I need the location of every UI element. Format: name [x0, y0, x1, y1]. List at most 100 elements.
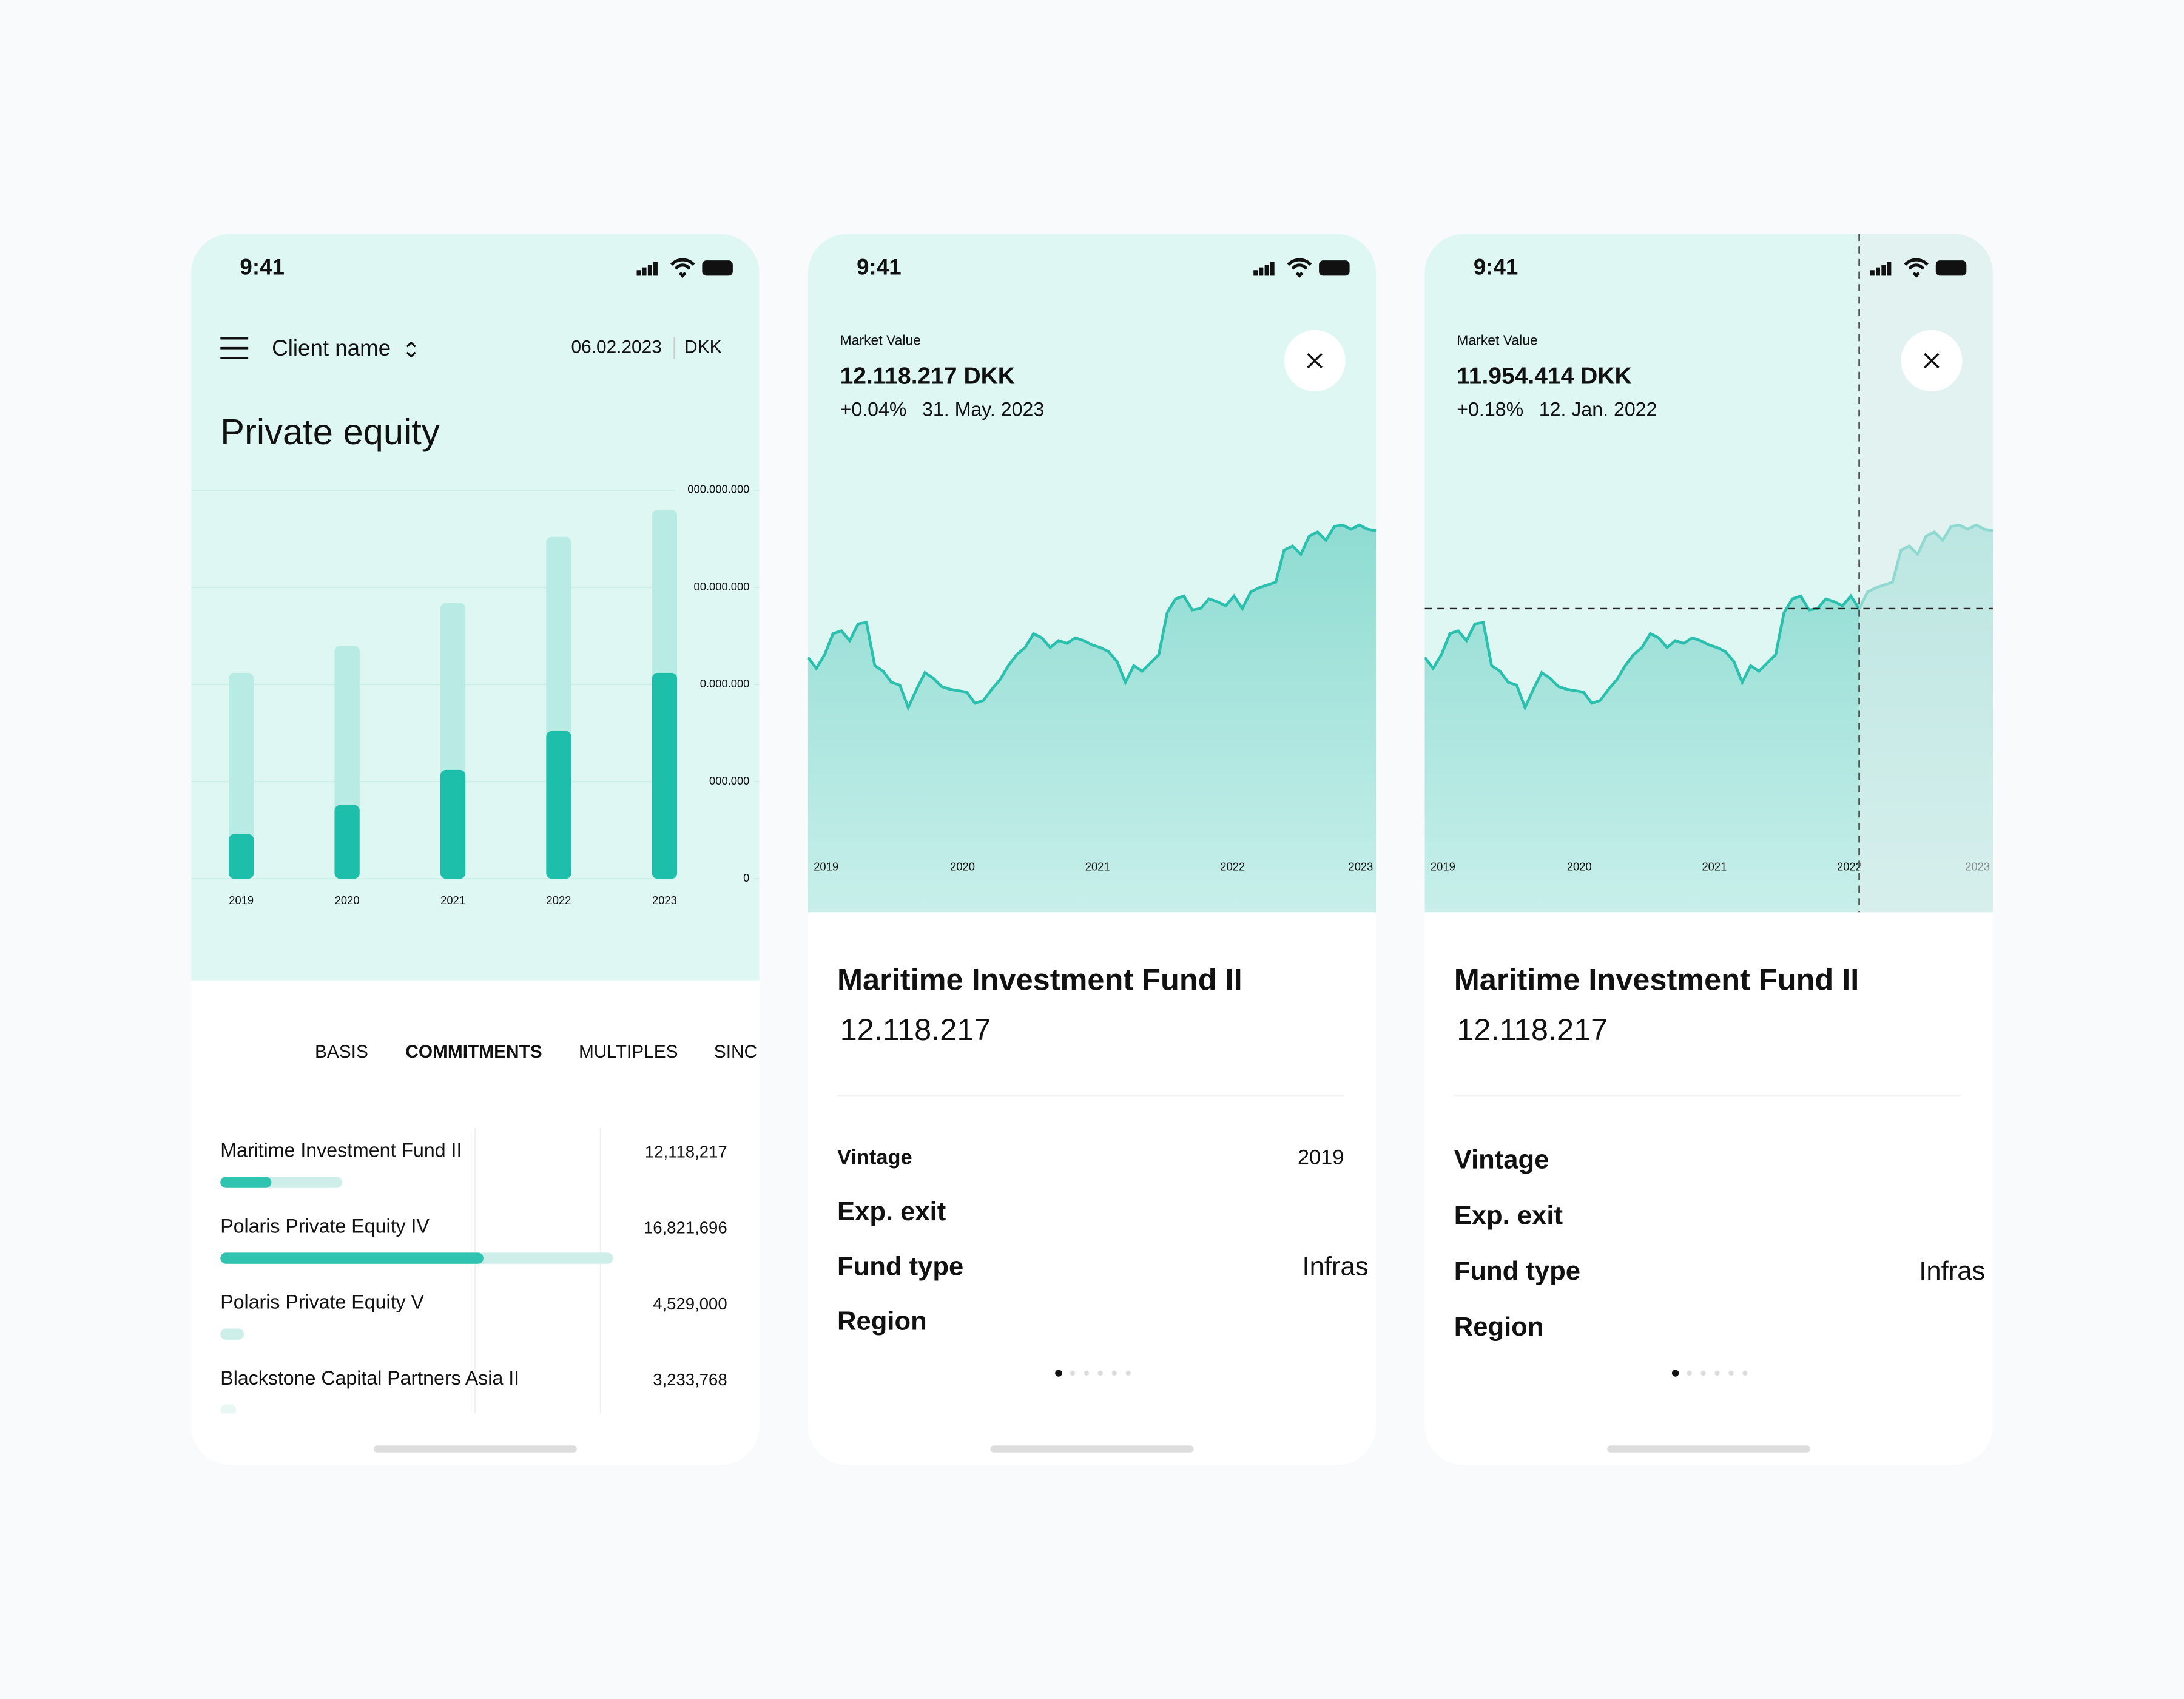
- commitment-paid: [220, 1252, 484, 1264]
- x-tick-label: 2022: [1220, 860, 1245, 873]
- fund-name[interactable]: Blackstone Capital Partners Asia II: [220, 1367, 519, 1389]
- y-tick-label: 000.000: [709, 774, 749, 787]
- battery-icon: [1935, 260, 1967, 276]
- signal-bar: [642, 267, 647, 276]
- fund-name[interactable]: Maritime Investment Fund II: [220, 1140, 462, 1161]
- bar: [546, 731, 571, 879]
- page-title: Private equity: [220, 411, 440, 452]
- page-dot: [1055, 1370, 1062, 1377]
- page-dot: [1111, 1370, 1117, 1376]
- detail-label: Exp. exit: [1454, 1201, 1563, 1230]
- market-value: 11.954.414 DKK: [1457, 363, 1631, 389]
- detail-value: Infras: [1303, 1252, 1369, 1281]
- status-time: 9:41: [1474, 255, 1518, 280]
- change: +0.18%: [1457, 399, 1523, 421]
- signal-bar: [1881, 265, 1886, 276]
- home-indicator: [990, 1445, 1194, 1453]
- x-tick-label: 2020: [335, 894, 360, 907]
- detail-label: Fund type: [1454, 1257, 1580, 1286]
- page-dot: [1728, 1370, 1734, 1376]
- detail-label: Vintage: [837, 1146, 912, 1169]
- detail-label: Exp. exit: [837, 1197, 946, 1226]
- x-tick-label: 2019: [1431, 860, 1455, 873]
- date: 06.02.2023: [571, 337, 662, 357]
- page-dot: [1084, 1370, 1089, 1376]
- fund-name[interactable]: Polaris Private Equity IV: [220, 1215, 430, 1237]
- signal-bar: [636, 270, 641, 276]
- close-icon: [1307, 353, 1323, 369]
- y-tick-label: 0.000.000: [700, 677, 750, 690]
- value-label: Market Value: [840, 332, 921, 348]
- chevron: [406, 341, 416, 358]
- wifi-icon: [670, 258, 695, 278]
- signal-bar: [1253, 270, 1258, 276]
- value-label: Market Value: [1457, 332, 1537, 348]
- tab[interactable]: BASIS: [315, 1042, 368, 1062]
- signal-bar: [1870, 270, 1875, 276]
- detail-label: Region: [837, 1307, 927, 1336]
- battery-icon: [702, 260, 733, 276]
- commitment-track: [220, 1404, 237, 1416]
- fund-value: 4,529,000: [653, 1294, 727, 1313]
- page-dot: [1742, 1370, 1748, 1376]
- currency: DKK: [684, 337, 721, 357]
- x-tick-label: 2021: [1085, 860, 1110, 873]
- x-tick-label: 2021: [1702, 860, 1727, 873]
- fund-value: 12,118,217: [645, 1143, 727, 1161]
- value-date: 12. Jan. 2022: [1539, 399, 1657, 421]
- detail-label: Vintage: [1454, 1146, 1549, 1175]
- page-dot: [1097, 1370, 1103, 1376]
- close-icon: [1924, 353, 1940, 369]
- x-tick-label: 2023: [652, 894, 677, 907]
- tab[interactable]: SINC: [714, 1042, 757, 1062]
- detail-value: 2019: [1298, 1146, 1344, 1169]
- phone: 2019 2020 2021 2022 2023 9:41 Market Value 12.1…: [807, 234, 1377, 1465]
- x-tick-label: 2021: [440, 894, 465, 907]
- area: [1424, 525, 1993, 913]
- x-tick-label: 2019: [814, 860, 838, 873]
- area: [807, 525, 1377, 913]
- fund-amount: 12.118.217: [840, 1012, 991, 1047]
- tick-bg: [675, 676, 754, 693]
- x-tick-label: 2020: [1567, 860, 1592, 873]
- home-indicator: [373, 1445, 577, 1453]
- x-tick-label: 2020: [950, 860, 975, 873]
- detail-label: Region: [1454, 1312, 1544, 1342]
- detail-value: Infras: [1919, 1257, 1985, 1286]
- signal-bar: [1259, 267, 1264, 276]
- x-tick-label: 2019: [229, 894, 254, 907]
- y-tick-label: 00.000.000: [694, 580, 750, 593]
- x-tick-label: 2022: [1837, 860, 1862, 873]
- status-time: 9:41: [857, 255, 902, 280]
- fund-value: 3,233,768: [653, 1370, 727, 1389]
- change: +0.04%: [840, 399, 907, 421]
- market-value: 12.118.217 DKK: [840, 363, 1015, 389]
- phone: 9:41 Client name 06.02.2023 DKK Private equi…: [191, 234, 760, 1465]
- line: [807, 523, 1377, 711]
- bar: [229, 672, 254, 879]
- signal-bar: [647, 265, 652, 276]
- tick-bg: [675, 773, 754, 790]
- page-dot: [1070, 1370, 1075, 1376]
- fund-name[interactable]: Polaris Private Equity V: [220, 1291, 424, 1313]
- page-dot: [1714, 1370, 1720, 1376]
- client-selector[interactable]: Client name: [272, 336, 391, 360]
- page-dot: [1687, 1370, 1692, 1376]
- detail-label: Fund type: [837, 1252, 963, 1281]
- fund-title: Maritime Investment Fund II: [837, 962, 1242, 996]
- tab[interactable]: MULTIPLES: [579, 1042, 678, 1062]
- signal-bar: [1876, 267, 1881, 276]
- page-dot: [1125, 1370, 1131, 1376]
- tick-bg: [675, 579, 754, 596]
- fund-value: 16,821,696: [644, 1218, 727, 1237]
- tab[interactable]: COMMITMENTS: [405, 1042, 542, 1062]
- x-tick-label: 2023: [1349, 860, 1373, 873]
- bar: [229, 834, 254, 879]
- signal-bar: [1887, 262, 1892, 276]
- commitment-paid: [220, 1177, 272, 1188]
- y-tick-label: 000.000.000: [687, 483, 749, 496]
- tick-bg: [675, 870, 754, 887]
- battery-icon: [1319, 260, 1350, 276]
- signal-bar: [653, 262, 658, 276]
